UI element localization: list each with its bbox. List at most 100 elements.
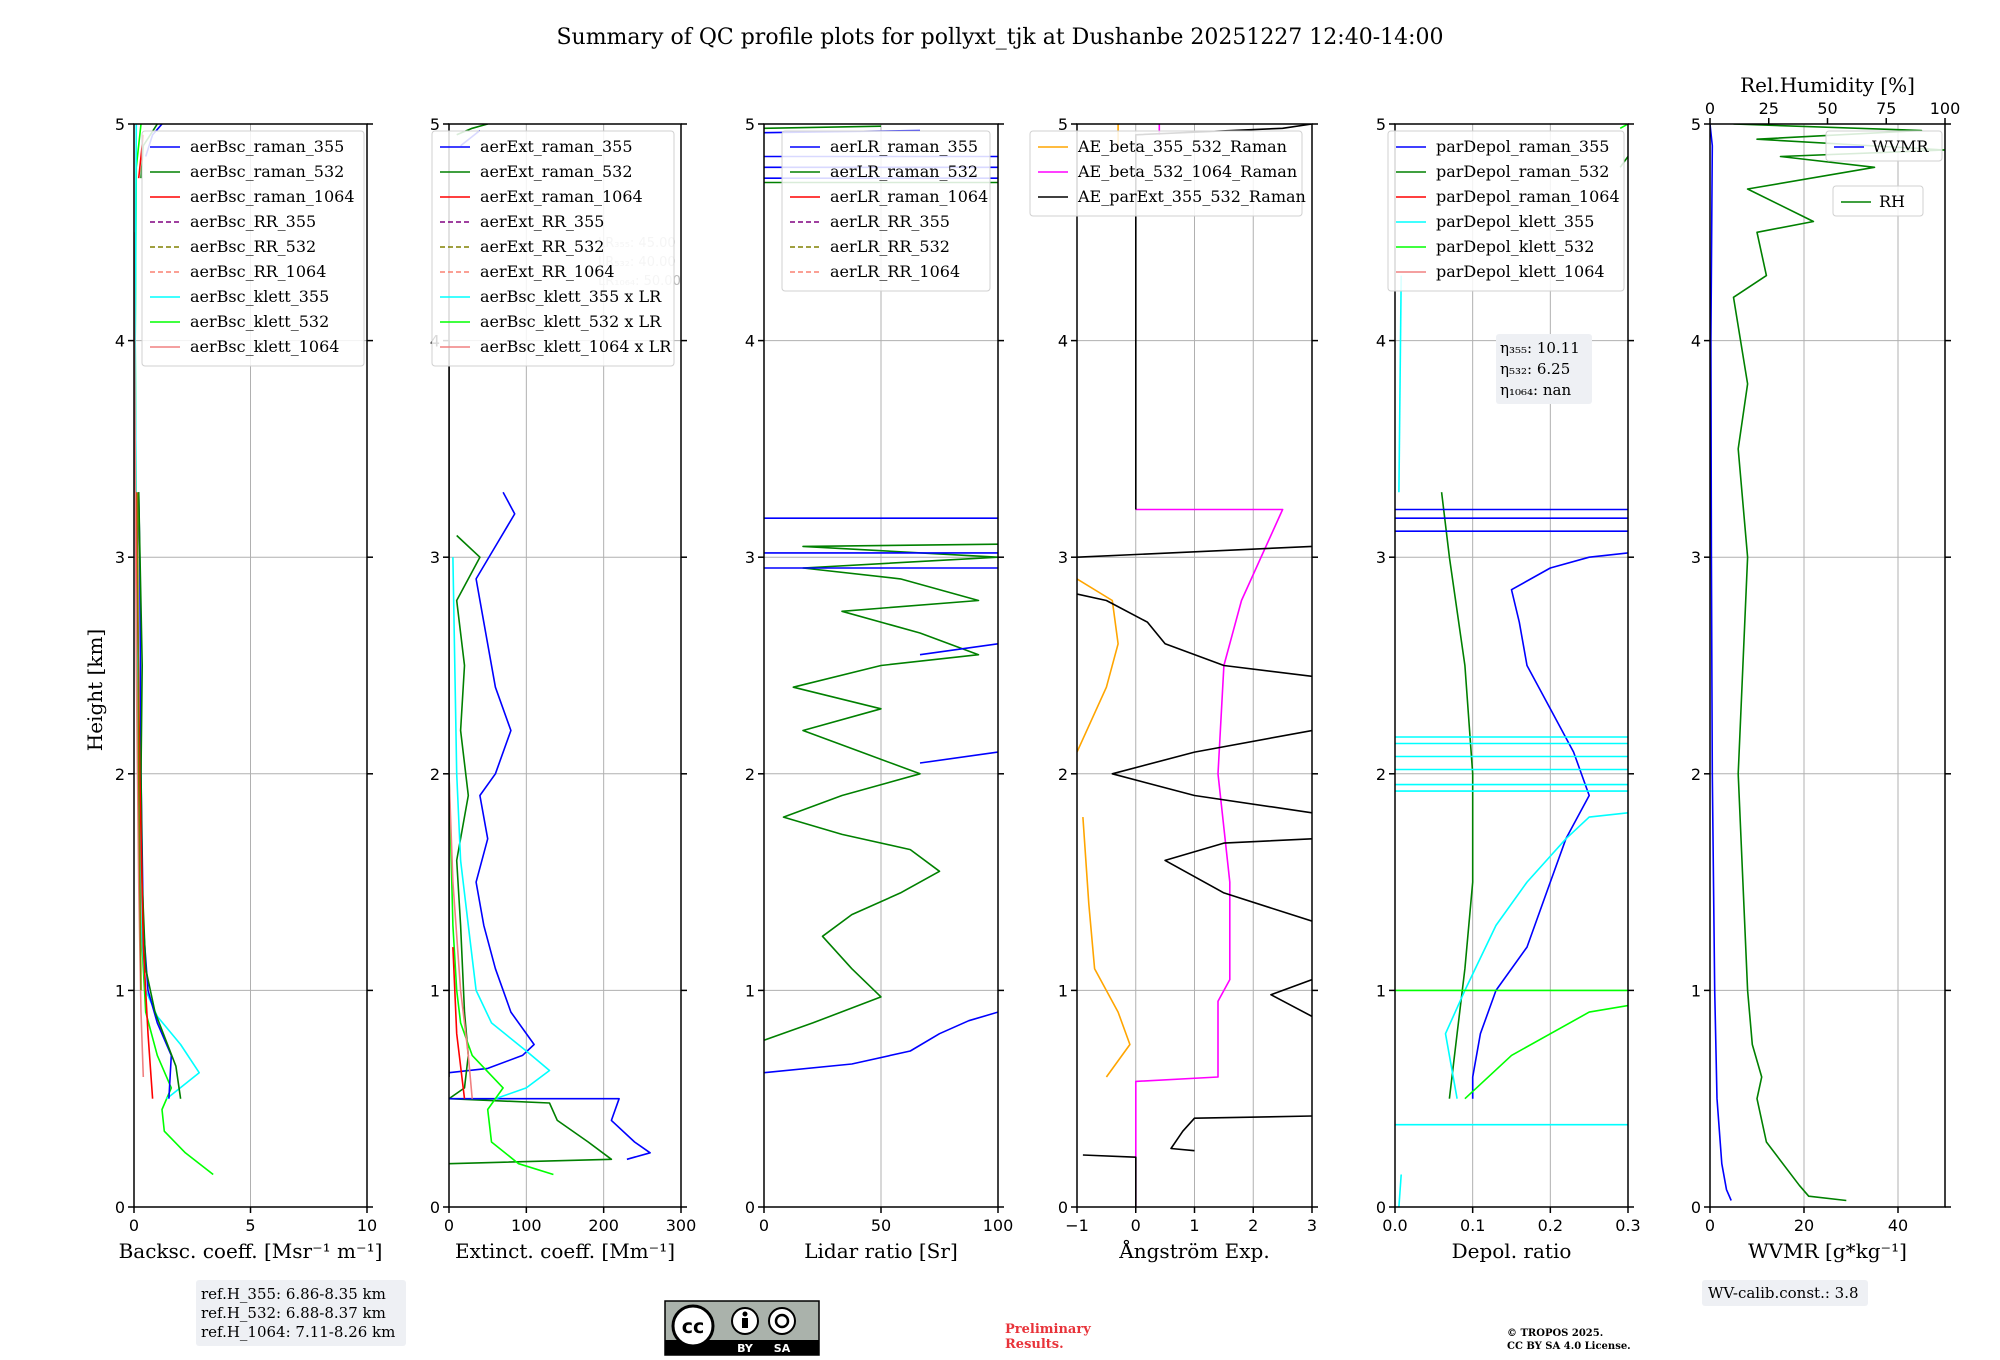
panel-3: 0 50 100 0 1 2 3 4 5 Lidar ratio [Sr] aerLR_raman_… — [745, 115, 1013, 1263]
y-tick-label: 0 — [1058, 1198, 1068, 1217]
y-tick-label: 2 — [1058, 765, 1068, 784]
legend-entry: aerBsc_RR_1064 — [190, 262, 326, 281]
series-line-black — [1111, 729, 1312, 814]
series-line-blue — [1471, 552, 1628, 1099]
series-line-black — [1082, 1154, 1137, 1207]
y-tick-label: 2 — [430, 765, 440, 784]
legend-entry: aerExt_raman_532 — [480, 162, 633, 181]
series-line-green — [764, 543, 998, 1041]
legend-entry: parDepol_klett_532 — [1436, 237, 1594, 256]
x-axis-label: Extinct. coeff. [Mm⁻¹] — [455, 1239, 675, 1263]
legend-entry: parDepol_raman_532 — [1436, 162, 1609, 181]
x-tick-label: 0.3 — [1615, 1216, 1640, 1235]
series-line-cyan — [1444, 812, 1628, 1099]
sa-arrow-icon — [768, 1307, 796, 1335]
y-tick-label: 5 — [1376, 115, 1386, 134]
ref-height-1064: ref.H_1064: 7.11-8.26 km — [201, 1323, 395, 1341]
x-tick-label: 0 — [759, 1216, 769, 1235]
series-group — [1710, 124, 1945, 1202]
series-line-lightcoral — [449, 773, 473, 1099]
y-tick-label: 5 — [745, 115, 755, 134]
eta-value: η₅₃₂: 6.25 — [1500, 360, 1570, 378]
x-tick-label: 0.0 — [1382, 1216, 1407, 1235]
series-line-black — [1164, 838, 1312, 922]
legend-entry: aerBsc_raman_1064 — [190, 187, 355, 206]
y-tick-label: 5 — [1691, 115, 1701, 134]
legend-entry: aerBsc_klett_355 — [190, 287, 329, 306]
grid — [1709, 123, 1945, 1208]
y-tick-label: 3 — [745, 548, 755, 567]
x-tick-label: 0 — [1705, 1216, 1715, 1235]
series-line-blue — [919, 643, 998, 656]
series-line-green — [764, 125, 882, 130]
y-tick-label: 3 — [1376, 548, 1386, 567]
y-axis-label: Height [km] — [83, 629, 107, 751]
legend-entry: aerBsc_klett_355 x LR — [480, 287, 662, 306]
axes-frame — [1076, 123, 1313, 1208]
top-x-axis-label: Rel.Humidity [%] — [1740, 73, 1915, 97]
series-group — [449, 124, 651, 1176]
copyright-line-1: © TROPOS 2025. — [1507, 1328, 1603, 1339]
series-line-blue — [449, 1097, 651, 1161]
legend: WVMR RH — [1825, 130, 1943, 217]
series-line-olive — [136, 492, 142, 991]
x-axis-label: Backsc. coeff. [Msr⁻¹ m⁻¹] — [119, 1239, 383, 1263]
series-line-lime — [1464, 1004, 1628, 1100]
series-line-blue — [449, 491, 535, 1074]
top-x-tick-label: 75 — [1876, 99, 1896, 118]
preliminary-line-2: Results. — [1005, 1337, 1064, 1352]
x-tick-label: 5 — [245, 1216, 255, 1235]
top-x-tick-label: 50 — [1817, 99, 1837, 118]
y-tick-label: 1 — [115, 981, 125, 1000]
legend-entry: aerLR_raman_1064 — [830, 187, 988, 206]
legend-entry: aerExt_RR_532 — [480, 237, 604, 256]
wv-calib-box: WV-calib.const.: 3.8 — [1702, 1280, 1868, 1306]
legend-entry: parDepol_raman_355 — [1436, 137, 1609, 156]
ref-height-box: ref.H_355: 6.86-8.35 km ref.H_532: 6.88-… — [196, 1280, 406, 1346]
legend-entry: aerBsc_klett_1064 — [190, 337, 339, 356]
series-line-blue — [919, 751, 998, 764]
axes-frame — [1709, 123, 1946, 1208]
legend-entry: aerLR_RR_355 — [830, 212, 950, 231]
x-tick-label: 100 — [511, 1216, 542, 1235]
series-line-red — [452, 947, 466, 1099]
cc-logo-text: cc — [682, 1316, 705, 1338]
x-tick-label: 20 — [1794, 1216, 1814, 1235]
series-line-orange — [1082, 817, 1131, 1078]
x-axis-label: WVMR [g*kg⁻¹] — [1748, 1239, 1907, 1263]
eta-value: η₃₅₅: 10.11 — [1500, 339, 1580, 357]
x-tick-label: 10 — [357, 1216, 377, 1235]
legend-entry: aerExt_raman_1064 — [480, 187, 643, 206]
y-tick-label: 1 — [1058, 981, 1068, 1000]
cc-license-badge: cc BY SA — [664, 1300, 820, 1356]
sa-label: SA — [774, 1342, 791, 1355]
legend-entry: RH — [1879, 192, 1905, 211]
preliminary-line-1: Preliminary — [1005, 1322, 1091, 1337]
x-tick-label: 300 — [666, 1216, 697, 1235]
legend: aerLR_raman_355 aerLR_raman_532 aerLR_rama… — [781, 130, 991, 292]
series-line-blue — [1710, 124, 1732, 1201]
y-tick-label: 3 — [1691, 548, 1701, 567]
series-line-black — [1077, 593, 1312, 678]
legend-entry: aerBsc_RR_532 — [190, 237, 316, 256]
x-tick-label: 200 — [588, 1216, 619, 1235]
eta-annotation: η₃₅₅: 10.11 η₅₃₂: 6.25 η₁₀₆₄: nan — [1496, 334, 1592, 404]
wv-calib-constant: WV-calib.const.: 3.8 — [1708, 1284, 1859, 1302]
copyright-line-2: CC BY SA 4.0 License. — [1507, 1341, 1631, 1352]
x-tick-label: 3 — [1307, 1216, 1317, 1235]
y-tick-label: 0 — [115, 1198, 125, 1217]
by-label: BY — [737, 1342, 754, 1355]
series-line-green — [1732, 124, 1945, 1202]
series-line-cyan — [1398, 1174, 1402, 1207]
legend-entry: AE_parExt_355_532_Raman — [1077, 187, 1306, 206]
ref-height-532: ref.H_532: 6.88-8.37 km — [201, 1304, 386, 1322]
series-line-orange — [1077, 578, 1119, 753]
x-axis-label: Ångström Exp. — [1118, 1238, 1269, 1263]
y-tick-label: 2 — [745, 765, 755, 784]
axes-frame — [763, 123, 999, 1208]
y-tick-label: 1 — [430, 981, 440, 1000]
y-tick-label: 2 — [115, 765, 125, 784]
series-line-black — [1270, 978, 1312, 1018]
axes-frame — [133, 123, 368, 1208]
